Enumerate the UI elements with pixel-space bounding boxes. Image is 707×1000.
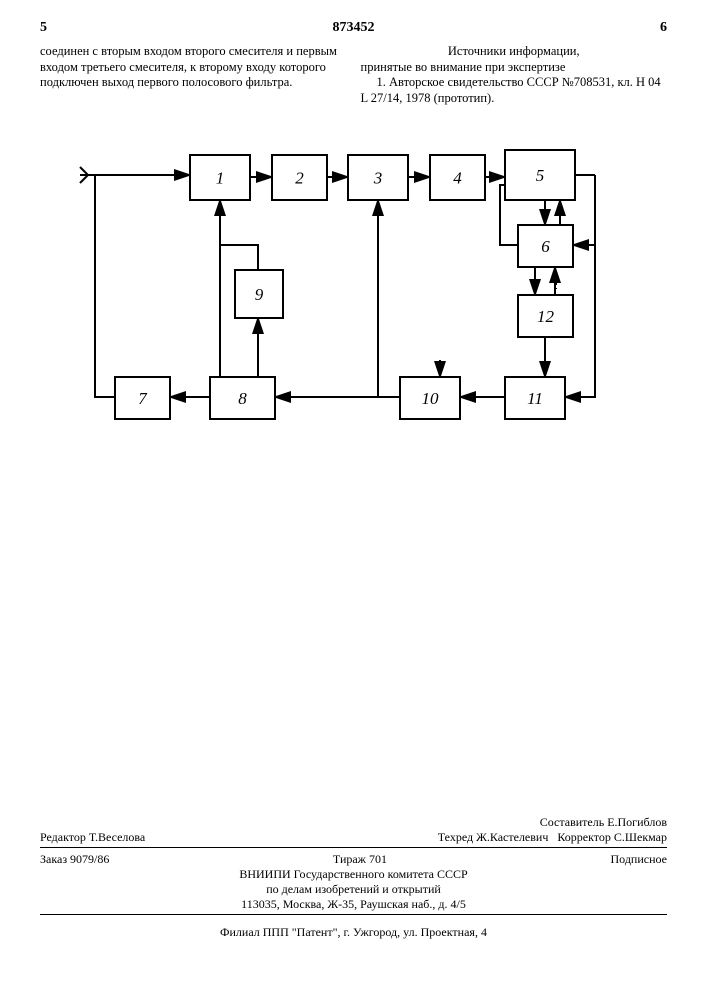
node-label-4: 4 <box>453 168 462 187</box>
divider-1 <box>40 847 667 848</box>
node-label-1: 1 <box>216 168 225 187</box>
node-label-3: 3 <box>373 168 383 187</box>
order-line: Заказ 9079/86 Тираж 701 Подписное <box>40 852 667 867</box>
credits-line-1: Составитель Е.Погиблов <box>40 815 667 830</box>
org2: по делам изобретений и открытий <box>40 882 667 897</box>
node-label-11: 11 <box>527 389 543 408</box>
compiler: Составитель Е.Погиблов <box>540 815 667 830</box>
col-right-line2: принятые во внимание при экспертизе <box>361 60 668 76</box>
edge <box>565 175 595 397</box>
col-left-text: соединен с вторым входом второго смесите… <box>40 44 337 89</box>
node-label-6: 6 <box>541 237 550 256</box>
divider-2 <box>40 914 667 915</box>
tirazh: Тираж 701 <box>333 852 387 867</box>
col-right-line3: 1. Авторское свидетельство СССР №708531,… <box>361 75 668 106</box>
column-right: Источники информации, принятые во вниман… <box>361 44 668 107</box>
diagram-svg: 123456121110879 <box>40 125 640 445</box>
node-label-2: 2 <box>295 168 304 187</box>
order-num: Заказ 9079/86 <box>40 852 109 867</box>
node-label-5: 5 <box>536 166 545 185</box>
edge <box>95 175 115 397</box>
col-right-title: Источники информации, <box>361 44 668 60</box>
node-label-8: 8 <box>238 389 247 408</box>
header-row: 5 873452 6 <box>40 20 667 36</box>
addr: 113035, Москва, Ж-35, Раушская наб., д. … <box>40 897 667 912</box>
footer-block: Составитель Е.Погиблов Редактор Т.Весело… <box>40 815 667 940</box>
node-label-10: 10 <box>422 389 440 408</box>
page-col-left-num: 5 <box>40 20 47 36</box>
filial: Филиал ППП "Патент", г. Ужгород, ул. Про… <box>40 925 667 940</box>
node-label-9: 9 <box>255 285 264 304</box>
doc-number: 873452 <box>333 20 375 36</box>
block-diagram: 123456121110879 <box>40 125 667 445</box>
node-label-12: 12 <box>537 307 555 326</box>
editor: Редактор Т.Веселова <box>40 830 145 845</box>
column-left: соединен с вторым входом второго смесите… <box>40 44 347 107</box>
techred-corrector: Техред Ж.Кастелевич Корректор С.Шекмар <box>438 830 667 845</box>
podpis: Подписное <box>611 852 668 867</box>
page-col-right-num: 6 <box>660 20 667 36</box>
credits-line-2: Редактор Т.Веселова Техред Ж.Кастелевич … <box>40 830 667 845</box>
text-columns: соединен с вторым входом второго смесите… <box>40 44 667 107</box>
edge <box>220 245 258 270</box>
org1: ВНИИПИ Государственного комитета СССР <box>40 867 667 882</box>
page: 5 873452 6 соединен с вторым входом втор… <box>0 0 707 1000</box>
